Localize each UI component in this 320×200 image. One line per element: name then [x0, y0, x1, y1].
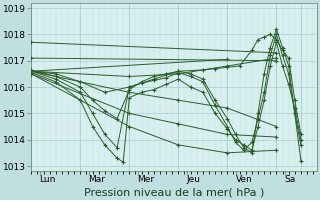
X-axis label: Pression niveau de la mer( hPa ): Pression niveau de la mer( hPa ): [84, 187, 264, 197]
